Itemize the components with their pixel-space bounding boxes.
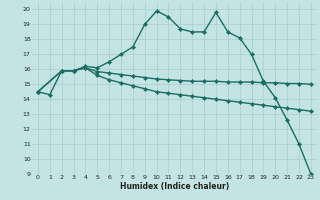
X-axis label: Humidex (Indice chaleur): Humidex (Indice chaleur) [120, 182, 229, 191]
